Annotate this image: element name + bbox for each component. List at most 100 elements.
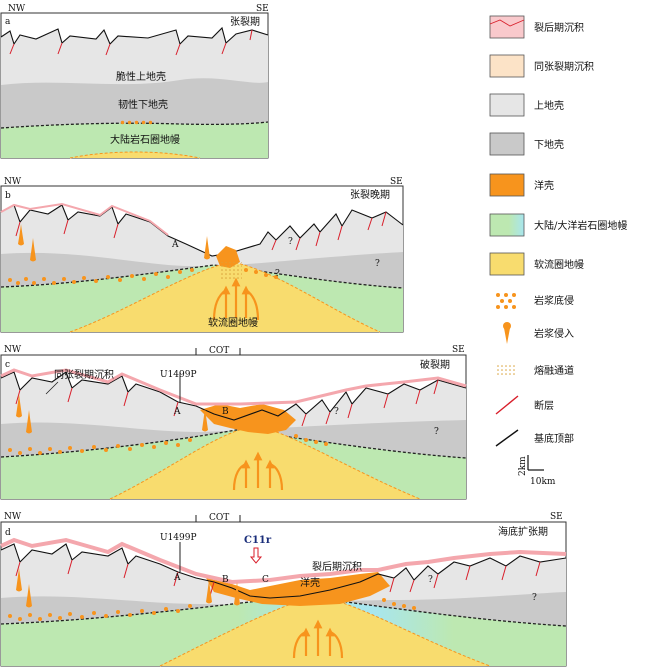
panel-a-underplating	[118, 118, 152, 126]
panel-d-magnetic-label: C11r	[244, 535, 272, 546]
legend-label-underplating: 岩浆底侵	[534, 294, 574, 307]
panel-d-site-label: U1499P	[160, 533, 197, 543]
panel-b-intrusions	[18, 224, 210, 262]
legend-swatch-lower-crust	[489, 132, 525, 156]
panel-c-label-b: B	[222, 407, 229, 417]
panel-d-asthenosphere	[160, 596, 490, 666]
panel-c-synrift-leader	[45, 381, 59, 395]
panel-c-synrift-sediment	[0, 368, 467, 406]
legend-label-upper-crust: 上地壳	[534, 99, 564, 112]
fault-line-icon	[495, 395, 519, 415]
panel-c-cot-bracket	[195, 348, 241, 355]
scale-horizontal: 10km	[530, 477, 556, 487]
panel-b-letter: b	[5, 191, 11, 201]
panel-b-stage: 张裂晚期	[350, 188, 390, 201]
scale-vertical: 2km	[518, 456, 528, 476]
panel-b-faults	[15, 211, 387, 251]
panel-d-cot-label: COT	[209, 513, 229, 523]
panel-c-se: SE	[452, 345, 465, 355]
scale-bar-icon	[527, 455, 544, 471]
legend-swatch-asthenosphere	[489, 252, 525, 276]
legend-label-synrift: 同张裂期沉积	[534, 60, 594, 73]
panel-c-underplating	[8, 434, 328, 455]
panel-c-basement-top	[0, 371, 467, 421]
legend-swatch-oceanic-crust	[489, 173, 525, 197]
panel-b-nw: NW	[4, 177, 22, 187]
legend-label-melt-channel: 熔融通道	[534, 364, 574, 377]
panel-d-postrift-label: 裂后期沉积	[312, 560, 362, 573]
panel-c-stage: 破裂期	[420, 358, 450, 371]
panel-c-intrusions	[16, 394, 208, 434]
panel-d: NW SE d 海底扩张期 COT U1499P C11r 裂后期沉积 洋壳 A…	[0, 512, 567, 667]
panel-c-cot-label: COT	[209, 346, 229, 356]
panel-b-sediment-thin	[0, 202, 169, 236]
legend-label-basement-top: 基底顶部	[534, 432, 574, 445]
panel-a-se: SE	[256, 4, 269, 14]
panel-c-oceanic-crust	[200, 404, 296, 434]
panel-d-postrift-sediment	[0, 537, 567, 585]
panel-a-basement-top	[0, 26, 269, 46]
legend-label-lithospheric-mantle: 大陆/大洋岩石圈地幔	[534, 219, 627, 232]
panel-b-question-2: ?	[275, 269, 280, 279]
panel-c-upwelling-arrows	[232, 451, 284, 491]
panel-a-mantle	[1, 122, 268, 158]
panel-b: NW SE b 张裂晚期 A ? ? ? 软流圈地幔	[0, 177, 404, 333]
panel-b-question-3: ?	[375, 259, 380, 269]
intrusion-drop-icon	[503, 322, 511, 344]
panel-c-site-label: U1499P	[160, 370, 197, 380]
panel-b-underplating	[8, 268, 278, 285]
legend-swatch-lithospheric-mantle	[489, 213, 525, 237]
panel-a-mantle-label: 大陆岩石圈地幔	[110, 133, 180, 146]
panel-d-oceanic-crust	[206, 572, 390, 606]
legend-label-fault: 断层	[534, 399, 554, 412]
melt-channel-icon	[497, 364, 515, 376]
panel-c-synrift-label: 同张裂期沉积	[54, 368, 114, 381]
panel-b-basement-top	[0, 204, 404, 257]
panel-c-letter: c	[5, 360, 10, 370]
panel-d-cot-bracket	[195, 515, 241, 522]
panel-d-underplating	[8, 598, 416, 621]
panel-c: NW SE c 破裂期 COT U1499P 同张裂期沉积 A B ? ?	[0, 345, 467, 500]
panel-b-question-1: ?	[288, 237, 293, 247]
panel-a: NW SE a 张裂期 脆性上地壳 韧性下地壳 大陆岩石圈地幔	[0, 4, 269, 159]
panel-a-moho-line	[0, 121, 269, 129]
panel-c-question-2: ?	[434, 427, 439, 437]
panel-a-lower-crust-label: 韧性下地壳	[118, 98, 168, 111]
panel-b-label-a: A	[171, 240, 179, 250]
panel-d-label-c: C	[262, 575, 269, 585]
legend: 裂后期沉积 同张裂期沉积 上地壳 下地壳 洋壳 大陆/大洋岩石圈地幔 软流圈地幔…	[489, 15, 627, 487]
panel-d-stage: 海底扩张期	[498, 525, 548, 538]
panel-b-melt-channel	[220, 262, 242, 280]
legend-label-intrusion: 岩浆侵入	[534, 327, 574, 340]
panel-d-label-a: A	[173, 573, 181, 583]
panel-d-oceanic-label: 洋壳	[300, 576, 320, 589]
panel-c-faults	[15, 379, 439, 427]
legend-label-postrift: 裂后期沉积	[534, 21, 584, 34]
legend-swatch-upper-crust	[489, 93, 525, 117]
basement-top-line-icon	[495, 429, 519, 447]
legend-swatch-synrift	[489, 54, 525, 78]
panel-c-nw: NW	[4, 345, 22, 355]
panel-b-moho-line	[0, 264, 404, 289]
panel-a-upper-crust-label: 脆性上地壳	[116, 70, 166, 83]
legend-label-oceanic-crust: 洋壳	[534, 179, 554, 192]
legend-label-asthenosphere: 软流圈地幔	[534, 258, 584, 271]
panel-a-lab-line	[69, 151, 201, 159]
panel-d-se: SE	[550, 512, 563, 522]
panel-b-upwelling-arrows	[212, 277, 260, 321]
panel-d-magnetic-arrow-icon	[249, 547, 263, 564]
panel-d-nw: NW	[4, 512, 22, 522]
legend-swatch-postrift	[489, 15, 525, 39]
panel-b-asthenosphere-label: 软流圈地幔	[208, 316, 258, 329]
panel-c-label-a: A	[173, 407, 181, 417]
panel-d-label-b: B	[222, 575, 229, 585]
panel-b-se: SE	[390, 177, 403, 187]
panel-a-faults	[9, 29, 253, 56]
legend-swatch-postrift-line	[489, 19, 525, 27]
panel-d-letter: d	[5, 528, 11, 538]
panel-a-nw: NW	[8, 4, 26, 14]
panel-d-upwelling-arrows	[292, 619, 344, 659]
underplating-dots-icon	[496, 293, 516, 309]
panel-d-lab-line	[159, 595, 491, 667]
panel-a-letter: a	[5, 17, 11, 27]
